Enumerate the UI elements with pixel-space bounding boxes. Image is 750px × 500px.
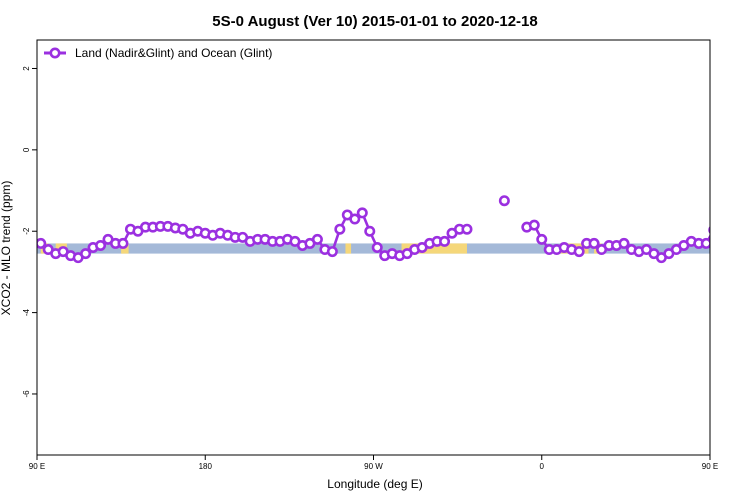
x-tick-label: 0 <box>540 462 545 471</box>
data-point <box>588 237 600 249</box>
data-point <box>349 213 361 225</box>
land-band-segment <box>401 243 467 254</box>
data-point <box>717 227 725 235</box>
data-point <box>356 207 368 219</box>
data-point <box>724 224 732 232</box>
data-point <box>498 195 510 207</box>
data-point <box>439 235 451 247</box>
y-axis-label: XCO2 - MLO trend (ppm) <box>0 181 13 316</box>
x-tick-label: 90 E <box>29 462 45 471</box>
y-tick-label: 0 <box>22 147 31 152</box>
data-point <box>528 219 540 231</box>
legend-marker-swatch <box>49 47 61 59</box>
data-point <box>117 237 129 249</box>
data-point <box>37 237 47 249</box>
data-point <box>311 233 323 245</box>
y-tick-label: -6 <box>22 390 31 398</box>
x-axis: 90 E 180 90 W 0 90 E <box>29 455 718 471</box>
y-tick-label: -2 <box>22 227 31 235</box>
chart-title: 5S-0 August (Ver 10) 2015-01-01 to 2020-… <box>212 13 537 30</box>
data-point <box>700 237 710 249</box>
data-point <box>536 233 548 245</box>
data-point <box>364 225 376 237</box>
y-tick-label: 2 <box>22 66 31 71</box>
legend-label: Land (Nadir&Glint) and Ocean (Glint) <box>75 46 272 60</box>
y-axis: 2 0 -2 -4 -6 <box>22 66 37 398</box>
data-point <box>326 246 338 258</box>
data-point <box>739 222 747 230</box>
legend: Land (Nadir&Glint) and Ocean (Glint) <box>44 46 272 60</box>
data-point <box>371 242 383 254</box>
x-tick-label: 180 <box>199 462 213 471</box>
data-point <box>334 223 346 235</box>
data-point <box>732 224 740 232</box>
land-band-segment <box>345 243 352 254</box>
y-tick-label: -4 <box>22 308 31 316</box>
data-point <box>708 225 710 235</box>
data-point <box>618 237 630 249</box>
data-point <box>573 246 585 258</box>
x-tick-label: 90 W <box>364 462 383 471</box>
data-point <box>461 223 473 235</box>
x-axis-label: Longitude (deg E) <box>327 477 422 491</box>
x-tick-label: 90 E <box>702 462 718 471</box>
series-layer <box>37 195 747 264</box>
data-point <box>80 248 92 260</box>
data-point <box>95 239 107 251</box>
land-band-segment <box>710 243 750 253</box>
